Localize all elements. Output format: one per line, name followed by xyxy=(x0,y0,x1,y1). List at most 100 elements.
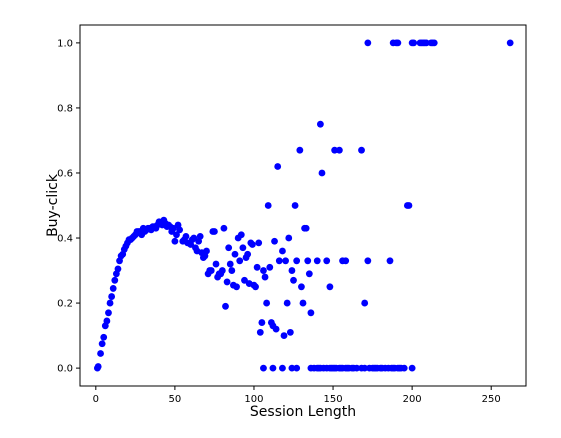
data-points xyxy=(94,39,514,372)
data-point xyxy=(394,39,402,47)
data-point xyxy=(358,146,365,154)
data-point xyxy=(220,224,228,232)
data-point xyxy=(318,169,326,177)
data-point xyxy=(364,39,372,47)
data-point xyxy=(98,340,106,348)
data-point xyxy=(280,332,288,339)
data-point xyxy=(218,267,226,274)
data-point xyxy=(114,265,122,273)
data-point xyxy=(307,309,315,317)
plot-area-frame xyxy=(79,24,527,387)
data-point xyxy=(286,328,294,336)
data-point xyxy=(258,319,266,326)
data-point xyxy=(100,333,108,341)
data-point xyxy=(211,228,218,235)
data-point xyxy=(212,260,220,268)
y-tick-label: 0.0 xyxy=(57,364,73,375)
y-axis-label: Buy-click xyxy=(45,173,61,237)
y-axis: 0.0 0.2 0.4 0.6 0.8 1.0 xyxy=(57,38,80,375)
data-point xyxy=(226,260,234,268)
data-point xyxy=(94,363,102,370)
data-point xyxy=(176,226,184,234)
data-point xyxy=(272,325,280,333)
x-tick-label: 200 xyxy=(403,394,422,405)
data-point xyxy=(335,146,343,154)
data-point xyxy=(274,163,282,170)
data-point xyxy=(236,257,244,265)
data-point xyxy=(108,293,116,300)
y-tick-label: 0.6 xyxy=(57,168,73,179)
data-point xyxy=(190,234,198,242)
x-tick-label: 0 xyxy=(93,394,99,405)
data-point xyxy=(290,276,297,284)
data-point xyxy=(430,39,438,47)
data-point xyxy=(173,231,180,239)
data-point xyxy=(182,233,190,240)
data-point xyxy=(256,328,264,336)
data-point xyxy=(203,247,210,255)
data-point xyxy=(97,350,104,357)
data-point xyxy=(323,257,331,265)
data-point xyxy=(313,257,321,265)
data-point xyxy=(408,364,416,372)
data-point xyxy=(223,278,231,286)
x-axis: 0 50 100 150 200 250 xyxy=(93,386,501,405)
data-point xyxy=(298,283,305,291)
data-point xyxy=(207,267,215,274)
data-point xyxy=(293,257,301,265)
data-point xyxy=(283,299,291,307)
data-point xyxy=(255,239,263,247)
y-tick-label: 0.2 xyxy=(57,299,73,310)
data-point xyxy=(169,224,177,232)
data-point xyxy=(364,257,372,265)
data-point xyxy=(111,276,119,284)
data-point xyxy=(171,237,179,245)
data-point xyxy=(291,202,299,209)
data-point xyxy=(302,224,310,232)
x-tick-label: 50 xyxy=(169,394,182,405)
data-point xyxy=(361,299,369,307)
data-point xyxy=(405,202,413,209)
y-tick-label: 0.4 xyxy=(57,234,73,245)
x-tick-label: 250 xyxy=(482,394,501,405)
data-point xyxy=(386,257,394,265)
data-point xyxy=(231,250,239,258)
data-point xyxy=(282,257,289,265)
data-point xyxy=(296,146,304,154)
data-point xyxy=(271,237,278,245)
data-point xyxy=(266,263,274,271)
data-point xyxy=(109,285,117,292)
data-point xyxy=(285,234,293,242)
x-tick-label: 100 xyxy=(244,394,263,405)
data-point xyxy=(317,120,324,128)
data-point xyxy=(305,270,313,278)
data-point xyxy=(506,39,514,47)
data-point xyxy=(105,309,112,317)
data-point xyxy=(263,299,271,307)
y-tick-label: 0.8 xyxy=(57,103,73,114)
data-point xyxy=(361,364,369,372)
data-point xyxy=(237,231,245,239)
data-point xyxy=(260,364,267,372)
data-point xyxy=(331,146,339,154)
data-point xyxy=(342,257,350,265)
data-point xyxy=(353,364,361,372)
data-point xyxy=(275,257,283,265)
data-point xyxy=(269,364,277,372)
data-point xyxy=(233,283,240,291)
y-tick-label: 1.0 xyxy=(57,38,73,49)
data-point xyxy=(225,244,233,252)
data-point xyxy=(288,267,296,274)
data-point xyxy=(244,250,252,258)
data-point xyxy=(260,267,267,274)
data-point xyxy=(304,257,312,265)
data-point xyxy=(264,202,272,209)
data-point xyxy=(241,276,248,284)
data-point xyxy=(326,283,334,291)
data-point xyxy=(106,299,114,307)
data-point xyxy=(228,267,236,274)
data-point xyxy=(288,364,296,372)
data-point xyxy=(293,364,301,372)
